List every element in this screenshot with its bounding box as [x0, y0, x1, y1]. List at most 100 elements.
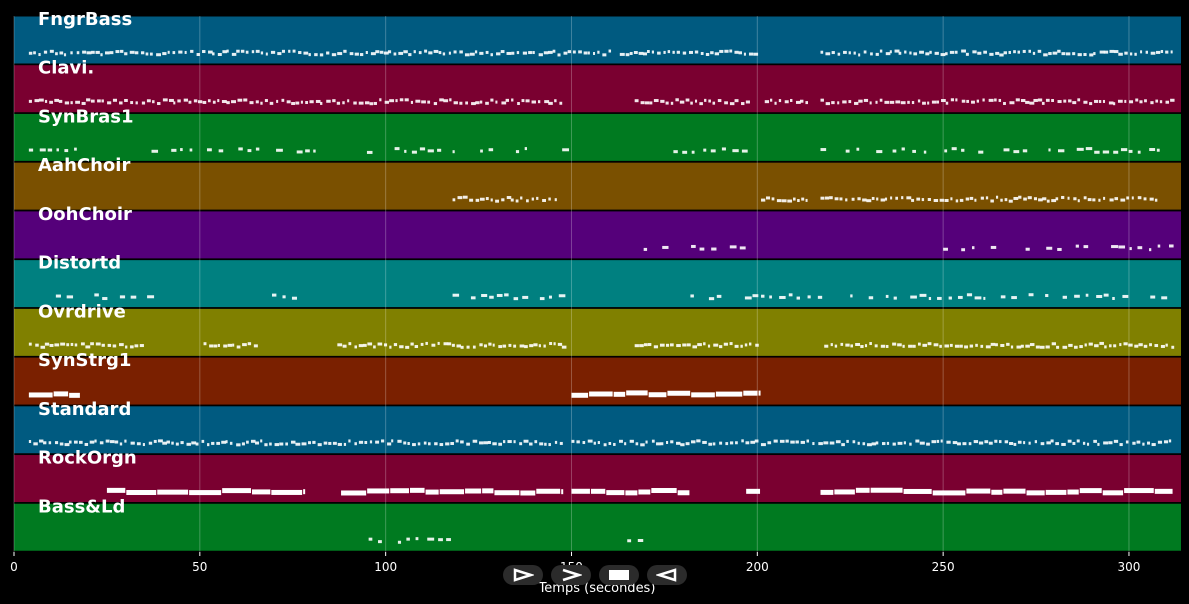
note-mark — [805, 198, 808, 202]
note-mark — [753, 52, 759, 56]
note-mark — [829, 196, 833, 200]
note-mark — [1057, 49, 1061, 53]
note-mark — [1111, 245, 1119, 249]
note-mark — [40, 345, 46, 349]
note-mark — [504, 293, 509, 297]
note-mark — [517, 102, 520, 106]
note-mark — [1028, 293, 1034, 297]
rewind-button[interactable] — [647, 565, 687, 585]
note-mark — [679, 100, 685, 104]
note-mark — [97, 99, 101, 103]
note-mark — [223, 344, 228, 348]
note-mark — [961, 99, 966, 103]
note-mark — [950, 98, 954, 102]
note-mark — [675, 441, 681, 445]
note-mark — [1113, 344, 1117, 348]
note-mark — [119, 101, 123, 105]
note-mark — [558, 294, 566, 298]
note-mark — [702, 440, 707, 444]
note-mark — [162, 98, 168, 102]
note-mark — [619, 439, 623, 443]
note-mark — [221, 100, 227, 104]
note-mark — [420, 342, 424, 346]
note-mark — [1057, 100, 1062, 104]
note-mark — [496, 52, 501, 56]
note-mark — [825, 52, 831, 56]
note-mark — [660, 99, 665, 103]
note-mark — [548, 443, 551, 447]
note-mark — [28, 99, 32, 103]
note-mark — [876, 197, 879, 201]
forward-button[interactable] — [551, 565, 591, 585]
note-mark — [343, 49, 347, 53]
note-mark — [1077, 98, 1081, 102]
note-mark — [685, 442, 690, 446]
note-mark — [955, 98, 958, 102]
note-mark — [529, 344, 534, 348]
note-mark — [500, 50, 505, 54]
note-mark — [1051, 342, 1056, 346]
note-mark — [207, 443, 210, 447]
note-mark — [309, 100, 314, 104]
note-mark — [358, 440, 364, 444]
note-mark — [431, 343, 436, 347]
note-mark — [915, 439, 920, 443]
note-mark — [1165, 343, 1168, 347]
note-mark — [680, 443, 685, 447]
note-mark — [909, 442, 912, 446]
note-mark — [534, 440, 538, 444]
note-mark — [667, 50, 671, 54]
note-mark — [563, 51, 568, 55]
note-mark — [651, 488, 677, 494]
note-mark — [1113, 102, 1116, 106]
note-mark — [912, 344, 916, 348]
note-mark — [28, 342, 32, 346]
note-mark — [765, 196, 771, 200]
track-label: Standard — [38, 399, 131, 420]
note-mark — [274, 443, 280, 447]
note-mark — [1013, 50, 1016, 54]
note-mark — [393, 343, 398, 347]
note-mark — [1085, 293, 1089, 297]
note-mark — [1079, 345, 1083, 349]
note-mark — [421, 100, 426, 104]
stop-button[interactable] — [599, 565, 639, 585]
note-mark — [799, 99, 804, 103]
note-mark — [1023, 197, 1027, 201]
note-mark — [232, 343, 235, 347]
note-mark — [1035, 345, 1040, 349]
play-button[interactable] — [503, 565, 543, 585]
note-mark — [1082, 441, 1086, 445]
note-mark — [197, 100, 203, 104]
track-label: Clavi. — [38, 58, 94, 79]
note-mark — [173, 101, 176, 105]
note-mark — [427, 537, 435, 541]
note-mark — [1125, 440, 1129, 444]
note-mark — [279, 442, 284, 446]
note-mark — [195, 442, 199, 446]
note-mark — [651, 50, 655, 54]
note-mark — [818, 442, 823, 446]
note-mark — [597, 441, 600, 445]
track-label: FngrBass — [38, 9, 132, 30]
note-mark — [845, 198, 848, 202]
note-mark — [547, 50, 553, 54]
note-mark — [465, 101, 469, 105]
note-mark — [1096, 294, 1103, 298]
note-mark — [211, 441, 215, 445]
note-mark — [387, 442, 392, 446]
note-mark — [1040, 442, 1045, 446]
note-mark — [665, 101, 669, 105]
track-label: AahChoir — [38, 155, 130, 176]
note-mark — [489, 295, 494, 299]
note-mark — [404, 98, 409, 102]
note-mark — [882, 442, 886, 446]
note-mark — [1149, 248, 1152, 252]
note-mark — [936, 100, 940, 104]
note-mark — [840, 342, 844, 346]
note-mark — [995, 51, 1000, 55]
note-mark — [902, 344, 905, 348]
note-mark — [629, 51, 633, 55]
note-mark — [1093, 52, 1096, 56]
note-mark — [437, 341, 440, 345]
